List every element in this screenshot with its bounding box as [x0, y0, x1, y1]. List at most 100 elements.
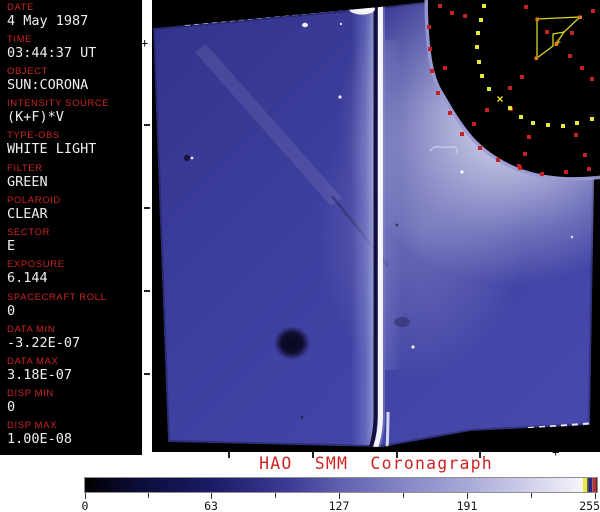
colorbar-minor-tick: [403, 493, 404, 498]
left-axis-tick: [144, 373, 150, 375]
colorbar-label: 191: [456, 499, 478, 512]
field-disp-max: DISP MAX 1.00E-08: [7, 420, 141, 448]
overlay-vertex-dot: [554, 42, 558, 46]
intensity-colorbar: [84, 477, 598, 493]
bottom-axis-tick: [228, 452, 230, 458]
overlay-vertex-dot: [535, 17, 539, 21]
field-label: DISP MAX: [7, 420, 58, 431]
field-label: DATA MAX: [7, 356, 59, 367]
squiggle-artifact: [429, 145, 458, 154]
colorbar-tick: [595, 493, 596, 499]
colorbar-label: 127: [328, 499, 350, 512]
field-filter: FILTER GREEN: [7, 163, 141, 191]
field-object: OBJECT SUN:CORONA: [7, 66, 141, 94]
field-type-obs: TYPE-OBS WHITE LIGHT: [7, 130, 141, 158]
colorbar-minor-tick: [531, 493, 532, 498]
dark-blob-defect: [274, 326, 310, 360]
bottom-axis-plus-marker: +: [552, 446, 559, 458]
field-label: INTENSITY SOURCE: [7, 98, 110, 109]
colorbar-label: 63: [204, 499, 218, 512]
field-sector: SECTOR E: [7, 227, 141, 255]
field-value: 0: [7, 399, 16, 415]
left-axis-tick: [144, 207, 150, 209]
field-spacecraft-roll: SPACECRAFT ROLL 0: [7, 292, 141, 320]
bright-speck: [338, 95, 342, 99]
field-value: 3.18E-07: [7, 367, 73, 383]
colorbar-tick: [339, 493, 340, 499]
field-value: -3.22E-07: [7, 335, 81, 351]
colorbar-tick: [85, 493, 86, 499]
field-label: DISP MIN: [7, 388, 54, 399]
field-value: (K+F)*V: [7, 109, 64, 125]
bright-speck: [302, 22, 308, 28]
field-exposure: EXPOSURE 6.144: [7, 259, 141, 287]
field-label: TIME: [7, 34, 33, 45]
field-intensity-source: INTENSITY SOURCE (K+F)*V: [7, 98, 141, 126]
field-value: GREEN: [7, 174, 48, 190]
overlay-vertex-dot: [534, 56, 538, 60]
bright-speck: [339, 22, 343, 26]
field-value: 0: [7, 303, 16, 319]
image-title: HAO SMM Coronagraph: [259, 454, 493, 473]
pylon-dark-line: [368, 5, 378, 447]
overlay-vertex-dot: [578, 15, 582, 19]
pylon-scatter-band: [351, 5, 375, 445]
colorbar-tick: [467, 493, 468, 499]
diagonal-streak: [195, 44, 342, 206]
field-label: OBJECT: [7, 66, 49, 77]
field-value: 03:44:37 UT: [7, 45, 97, 61]
field-time: TIME 03:44:37 UT: [7, 34, 141, 62]
left-axis-tick: [144, 290, 150, 292]
bottom-axis-tick: [396, 452, 398, 458]
field-data-min: DATA MIN -3.22E-07: [7, 324, 141, 352]
field-value: 6.144: [7, 270, 48, 286]
pylon-bright-line: [372, 5, 383, 447]
bright-speck: [460, 170, 464, 174]
red-fiducial-dots: [427, 4, 595, 176]
pylon-bright-line-fork: [385, 411, 390, 447]
field-data-max: DATA MAX 3.18E-07: [7, 356, 141, 384]
coronagraph-image-canvas[interactable]: [152, 0, 600, 452]
field-value: 1.00E-08: [7, 431, 73, 447]
bright-speck: [411, 345, 415, 349]
field-value: 4 May 1987: [7, 13, 89, 29]
small-bright-pixel: [190, 156, 194, 160]
overlay-asterisk-marker: [555, 39, 561, 45]
field-label: EXPOSURE: [7, 259, 65, 270]
field-label: DATA MIN: [7, 324, 56, 335]
field-label: TYPE-OBS: [7, 130, 60, 141]
field-label: SECTOR: [7, 227, 51, 238]
field-polaroid: POLAROID CLEAR: [7, 195, 141, 223]
field-label: SPACECRAFT ROLL: [7, 292, 107, 303]
bottom-edge-bright-dashes: [527, 422, 597, 429]
left-axis-plus-marker: +: [141, 36, 149, 50]
field-value: SUN:CORONA: [7, 77, 89, 93]
colorbar-tick: [211, 493, 212, 499]
left-axis-tick: [144, 124, 150, 126]
field-disp-min: DISP MIN 0: [7, 388, 141, 416]
coronagraph-rendered-frame: [152, 0, 600, 452]
yellow-fiducial-dots: [475, 4, 594, 128]
pylon-arm: [349, 3, 390, 447]
colorbar-label: 0: [81, 499, 89, 512]
colorbar-minor-tick: [148, 493, 149, 498]
pylon-scatter-band-right: [385, 40, 403, 370]
bright-speck: [570, 235, 574, 239]
faint-smudge: [394, 317, 410, 327]
field-label: POLAROID: [7, 195, 61, 206]
fiducial-overlay: [534, 15, 582, 60]
colorbar-label: 255: [579, 499, 600, 512]
field-label: DATE: [7, 2, 35, 13]
field-value: WHITE LIGHT: [7, 141, 97, 157]
metadata-sidebar: DATE 4 May 1987 TIME 03:44:37 UT OBJECT SUN…: [0, 0, 142, 455]
field-value: E: [7, 238, 16, 254]
yellow-x-marker: [497, 96, 503, 102]
small-dark-spot: [183, 154, 191, 162]
bottom-axis-tick: [312, 452, 314, 458]
dust-speck: [395, 223, 399, 227]
bottom-axis-tick: [479, 452, 481, 458]
dust-speck: [300, 415, 304, 419]
field-date: DATE 4 May 1987: [7, 2, 141, 30]
field-value: CLEAR: [7, 206, 48, 222]
